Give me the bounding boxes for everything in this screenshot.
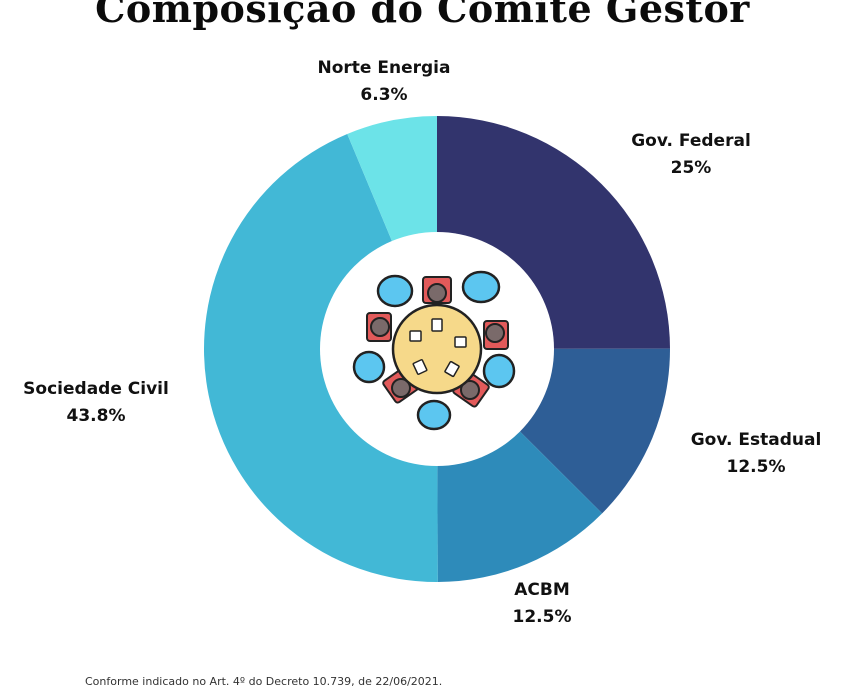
slice-value: 12.5% <box>726 457 786 477</box>
slice-label-acbm: ACBM 12.5% <box>513 577 572 631</box>
footnote: Conforme indicado no Art. 4º do Decreto … <box>85 675 443 688</box>
slice-label-gov-federal: Gov. Federal 25% <box>631 128 751 182</box>
slice-name: Gov. Federal <box>631 131 751 151</box>
slice-name: ACBM <box>514 580 570 600</box>
slice-label-gov-estadual: Gov. Estadual 12.5% <box>691 427 822 481</box>
slice-name: Sociedade Civil <box>23 379 169 399</box>
slice-label-sociedade-civil: Sociedade Civil 43.8% <box>23 376 169 430</box>
chart-title: Composição do Comitê Gestor <box>95 0 750 31</box>
slice-label-norte-energia: Norte Energia 6.3% <box>318 55 451 109</box>
slice-value: 6.3% <box>360 85 408 105</box>
slice-value: 43.8% <box>66 406 126 426</box>
slice-value: 25% <box>670 158 712 178</box>
slice-value: 12.5% <box>512 607 572 627</box>
slice-name: Norte Energia <box>317 58 451 78</box>
slice-name: Gov. Estadual <box>690 430 822 450</box>
meeting-table-icon <box>352 270 516 431</box>
